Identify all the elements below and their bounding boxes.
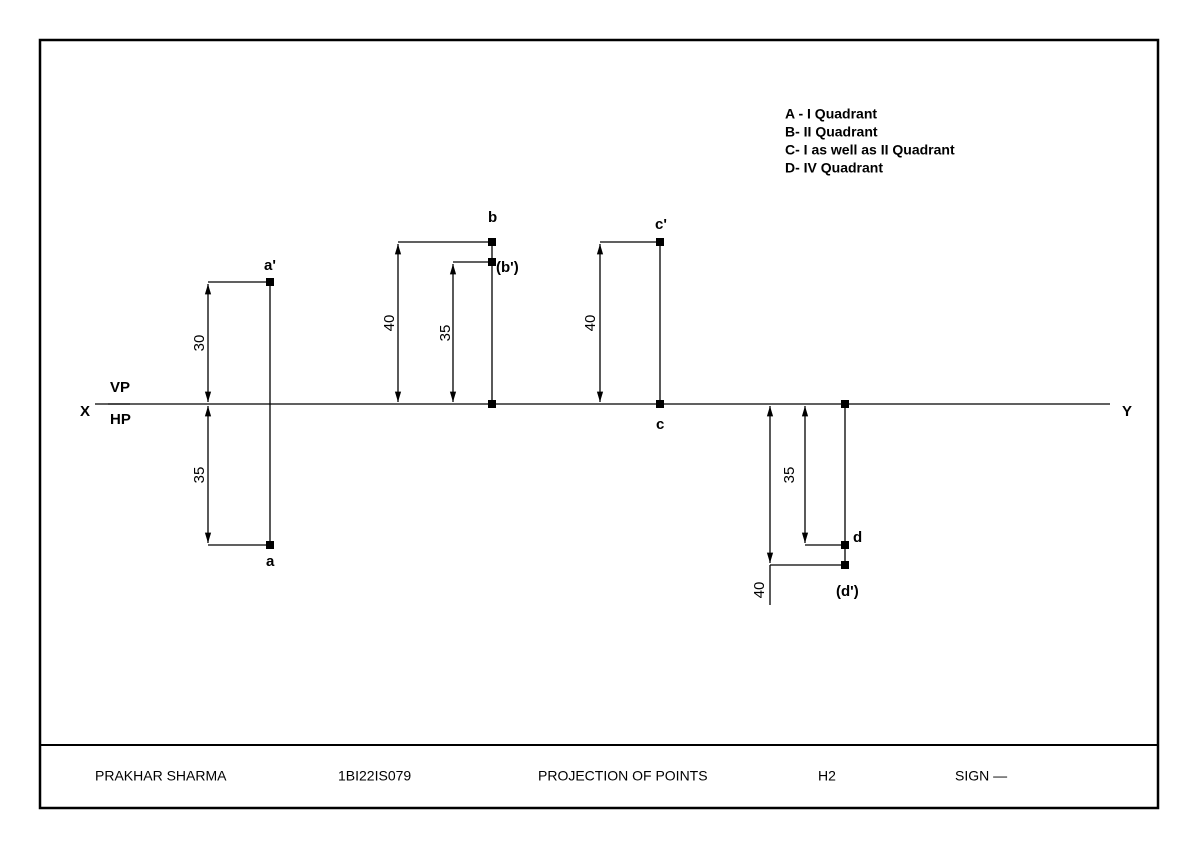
point-label: (d'): [836, 583, 859, 600]
sheet-title: PROJECTION OF POINTS: [538, 768, 708, 784]
dimension-text: 40: [582, 315, 599, 332]
point: [266, 541, 274, 549]
point: [656, 400, 664, 408]
point: [488, 238, 496, 246]
vp-label: VP: [110, 379, 130, 396]
dimension-text: 35: [781, 467, 798, 484]
usn: 1BI22IS079: [338, 768, 411, 784]
point: [841, 400, 849, 408]
sheet-number: H2: [818, 768, 836, 784]
point-label: a: [266, 553, 275, 570]
point: [841, 561, 849, 569]
point-label: b: [488, 209, 497, 226]
hp-label: HP: [110, 411, 131, 428]
point: [488, 258, 496, 266]
y-label: Y: [1122, 403, 1132, 420]
point-label: (b'): [496, 259, 519, 276]
dimension-text: 30: [191, 335, 208, 352]
point: [841, 541, 849, 549]
legend-item: A - I Quadrant: [785, 106, 877, 122]
point: [656, 238, 664, 246]
sign: SIGN —: [955, 768, 1007, 784]
point: [266, 278, 274, 286]
point-label: c': [655, 216, 667, 233]
point-label: a': [264, 257, 276, 274]
point: [488, 400, 496, 408]
legend-item: C- I as well as II Quadrant: [785, 142, 955, 158]
dimension-text: 40: [751, 582, 768, 599]
x-label: X: [80, 403, 90, 420]
dimension-text: 35: [437, 325, 454, 342]
dimension-text: 35: [191, 467, 208, 484]
point-label: c: [656, 416, 664, 433]
point-label: d: [853, 529, 862, 546]
sheet-border: [38, 38, 1160, 810]
dimension-text: 40: [381, 315, 398, 332]
legend-item: D- IV Quadrant: [785, 160, 883, 176]
student-name: PRAKHAR SHARMA: [95, 768, 227, 784]
legend-item: B- II Quadrant: [785, 124, 878, 140]
